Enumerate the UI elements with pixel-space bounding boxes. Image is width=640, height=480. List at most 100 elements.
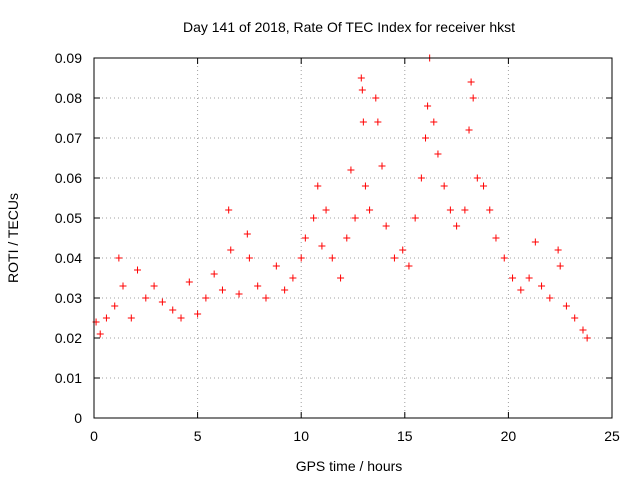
data-point — [372, 94, 380, 102]
x-tick-label: 5 — [194, 428, 202, 444]
data-point — [361, 182, 369, 190]
data-point — [583, 334, 591, 342]
y-tick-label: 0 — [74, 410, 82, 426]
data-point — [119, 282, 127, 290]
axis-ticks: 0 5 10 15 20 25 0 0.01 0.02 0.03 0.04 0.05 0.06 0.07 0… — [55, 50, 620, 444]
data-point — [357, 74, 365, 82]
data-point — [453, 222, 461, 230]
data-point — [347, 166, 355, 174]
data-point — [461, 206, 469, 214]
data-point — [571, 314, 579, 322]
data-point — [289, 274, 297, 282]
data-point — [509, 274, 517, 282]
data-point — [142, 294, 150, 302]
data-point — [486, 206, 494, 214]
y-tick-label: 0.07 — [55, 130, 82, 146]
data-point — [245, 254, 253, 262]
data-point — [194, 310, 202, 318]
data-points — [92, 54, 591, 342]
data-point — [366, 206, 374, 214]
y-tick-label: 0.02 — [55, 330, 82, 346]
data-point — [96, 330, 104, 338]
data-point — [562, 302, 570, 310]
data-point — [465, 126, 473, 134]
y-tick-label: 0.09 — [55, 50, 82, 66]
grid-lines — [94, 58, 612, 418]
data-point — [272, 262, 280, 270]
data-point — [169, 306, 177, 314]
data-point — [480, 182, 488, 190]
data-point — [430, 118, 438, 126]
data-point — [359, 118, 367, 126]
y-tick-label: 0.01 — [55, 370, 82, 386]
data-point — [446, 206, 454, 214]
data-point — [525, 274, 533, 282]
data-point — [417, 174, 425, 182]
data-point — [328, 254, 336, 262]
chart-title: Day 141 of 2018, Rate Of TEC Index for r… — [183, 19, 515, 35]
data-point — [262, 294, 270, 302]
data-point — [127, 314, 135, 322]
data-point — [225, 206, 233, 214]
data-point — [531, 238, 539, 246]
data-point — [440, 182, 448, 190]
data-point — [115, 254, 123, 262]
y-tick-label: 0.03 — [55, 290, 82, 306]
data-point — [134, 266, 142, 274]
data-point — [150, 282, 158, 290]
data-point — [297, 254, 305, 262]
data-point — [378, 162, 386, 170]
data-point — [500, 254, 508, 262]
data-point — [158, 298, 166, 306]
data-point — [358, 86, 366, 94]
data-point — [310, 214, 318, 222]
x-tick-label: 10 — [293, 428, 309, 444]
data-point — [227, 246, 235, 254]
data-point — [318, 242, 326, 250]
x-tick-label: 15 — [397, 428, 413, 444]
data-point — [424, 102, 432, 110]
data-point — [382, 222, 390, 230]
data-point — [538, 282, 546, 290]
data-point — [579, 326, 587, 334]
data-point — [374, 118, 382, 126]
data-point — [337, 274, 345, 282]
data-point — [492, 234, 500, 242]
data-point — [556, 262, 564, 270]
y-tick-label: 0.08 — [55, 90, 82, 106]
data-point — [185, 278, 193, 286]
data-point — [343, 234, 351, 242]
data-point — [405, 262, 413, 270]
data-point — [473, 174, 481, 182]
data-point — [546, 294, 554, 302]
x-tick-label: 25 — [604, 428, 620, 444]
data-point — [554, 246, 562, 254]
data-point — [399, 246, 407, 254]
data-point — [351, 214, 359, 222]
data-point — [235, 290, 243, 298]
data-point — [390, 254, 398, 262]
y-tick-label: 0.06 — [55, 170, 82, 186]
data-point — [202, 294, 210, 302]
y-axis-label: ROTI / TECUs — [5, 193, 21, 283]
y-tick-label: 0.04 — [55, 250, 82, 266]
data-point — [411, 214, 419, 222]
data-point — [517, 286, 525, 294]
data-point — [281, 286, 289, 294]
data-point — [322, 206, 330, 214]
data-point — [254, 282, 262, 290]
y-tick-label: 0.05 — [55, 210, 82, 226]
data-point — [301, 234, 309, 242]
plot-frame — [93, 57, 613, 419]
data-point — [102, 314, 110, 322]
data-point — [434, 150, 442, 158]
data-point — [218, 286, 226, 294]
data-point — [111, 302, 119, 310]
data-point — [177, 314, 185, 322]
data-point — [469, 94, 477, 102]
data-point — [422, 134, 430, 142]
data-point — [314, 182, 322, 190]
data-point — [243, 230, 251, 238]
